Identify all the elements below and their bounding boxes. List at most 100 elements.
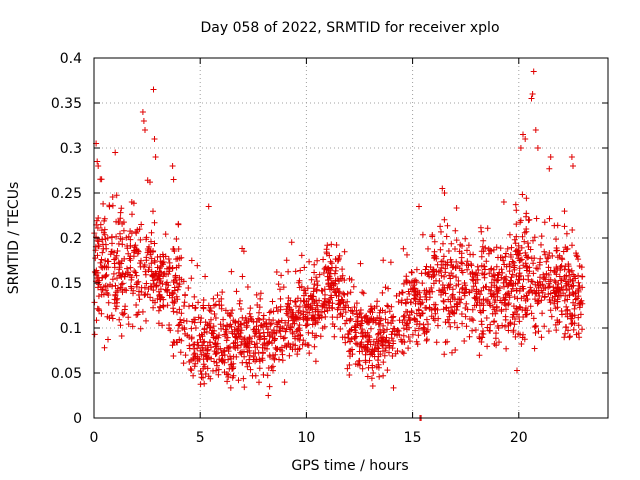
data-point — [148, 284, 155, 290]
data-point — [561, 208, 568, 215]
data-point — [165, 271, 172, 277]
data-point — [461, 289, 468, 296]
data-point — [180, 278, 187, 285]
data-point — [575, 285, 582, 292]
data-point — [180, 317, 187, 324]
data-point — [390, 313, 397, 320]
data-point — [165, 256, 172, 262]
data-point — [413, 321, 420, 328]
data-point — [454, 324, 461, 331]
data-point — [178, 310, 185, 317]
data-point — [289, 320, 296, 327]
data-point — [276, 327, 283, 334]
data-point — [200, 361, 207, 368]
data-point — [569, 313, 576, 320]
data-point — [188, 325, 195, 332]
data-point — [220, 348, 227, 355]
data-point — [209, 330, 215, 337]
data-point — [568, 267, 575, 274]
data-point — [118, 333, 125, 339]
data-point — [272, 351, 279, 358]
data-point — [360, 290, 367, 297]
data-point — [188, 335, 195, 342]
data-point — [194, 345, 201, 352]
data-point — [364, 338, 371, 345]
data-point — [453, 307, 460, 313]
data-point — [472, 327, 479, 333]
data-point — [567, 333, 573, 340]
data-point — [566, 334, 573, 341]
data-point — [94, 237, 101, 244]
data-point — [121, 255, 128, 262]
data-point — [491, 299, 498, 306]
data-point — [229, 307, 236, 314]
data-point — [177, 316, 184, 323]
data-point — [170, 176, 177, 183]
data-point — [486, 327, 493, 334]
data-point — [404, 251, 410, 258]
data-point — [221, 352, 228, 358]
data-point — [574, 253, 581, 260]
data-point — [387, 259, 394, 266]
data-point — [95, 215, 102, 221]
data-point — [571, 273, 578, 280]
data-point — [221, 331, 228, 338]
data-point — [103, 271, 110, 278]
data-point — [116, 316, 123, 323]
data-point — [384, 367, 391, 374]
data-point — [510, 264, 517, 271]
data-point — [112, 149, 119, 156]
data-point — [381, 327, 388, 334]
data-point — [412, 288, 419, 295]
data-point — [578, 264, 585, 271]
data-point — [119, 236, 126, 243]
data-point — [551, 277, 558, 284]
data-point — [202, 319, 209, 326]
data-point — [441, 351, 448, 358]
data-point — [482, 266, 488, 273]
data-point — [332, 267, 339, 274]
data-point — [453, 282, 460, 289]
data-point — [495, 276, 502, 283]
data-point — [281, 379, 288, 386]
data-point — [213, 349, 220, 356]
data-point — [506, 261, 513, 268]
data-point — [133, 283, 140, 290]
data-point — [244, 349, 251, 356]
data-point — [367, 341, 374, 348]
data-point — [557, 277, 564, 284]
data-point — [576, 334, 583, 341]
data-point — [476, 352, 483, 359]
data-point — [296, 322, 303, 328]
data-point — [407, 317, 414, 324]
data-point — [518, 341, 525, 347]
data-point — [305, 301, 312, 308]
data-point — [438, 228, 444, 235]
data-point — [563, 303, 570, 310]
data-point — [273, 304, 280, 311]
data-point — [512, 248, 519, 255]
data-point — [505, 327, 512, 334]
data-point — [537, 274, 543, 281]
y-tick-label: 0.35 — [51, 96, 82, 112]
data-point — [358, 326, 365, 333]
data-point — [390, 338, 397, 344]
data-point — [97, 259, 104, 266]
data-point — [296, 303, 303, 310]
data-point — [313, 274, 320, 281]
data-point — [565, 327, 571, 334]
data-point — [174, 280, 180, 287]
data-point — [524, 240, 531, 247]
data-point — [266, 309, 273, 316]
data-point — [133, 302, 140, 308]
data-point — [349, 346, 355, 353]
data-point — [522, 297, 529, 304]
data-point — [218, 325, 225, 332]
data-point — [386, 349, 392, 356]
data-point — [560, 286, 566, 293]
data-point — [235, 325, 242, 331]
data-point — [556, 292, 563, 299]
data-point — [113, 296, 120, 303]
data-point — [266, 333, 273, 340]
data-point — [212, 351, 219, 358]
